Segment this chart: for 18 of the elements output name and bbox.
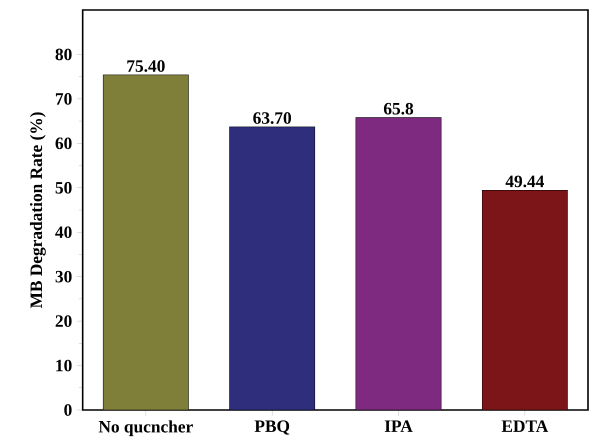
y-tick-label: 30 [56, 270, 72, 283]
y-tick-label: 60 [56, 137, 72, 150]
y-tick-label: 40 [55, 226, 72, 238]
data-label: 75.40 [127, 60, 165, 72]
data-label: 65.8 [384, 102, 414, 115]
y-tick-label: 80 [56, 48, 72, 60]
x-tick-label: IPA [384, 420, 413, 432]
y-tick-label: 0 [64, 404, 72, 416]
x-tick-label: PBQ [254, 420, 290, 435]
y-tick-label: 50 [56, 182, 72, 194]
data-label: 49.44 [506, 176, 544, 188]
x-tick-label: EDTA [502, 420, 548, 432]
y-tick-label: 70 [56, 93, 72, 105]
x-tick-label: No qucncher [98, 420, 193, 436]
y-tick-label: 10 [56, 360, 72, 372]
data-label: 63.70 [253, 112, 292, 124]
y-axis-title: MB Degradation Rate (%) [30, 112, 46, 308]
y-tick-label: 20 [56, 315, 72, 327]
